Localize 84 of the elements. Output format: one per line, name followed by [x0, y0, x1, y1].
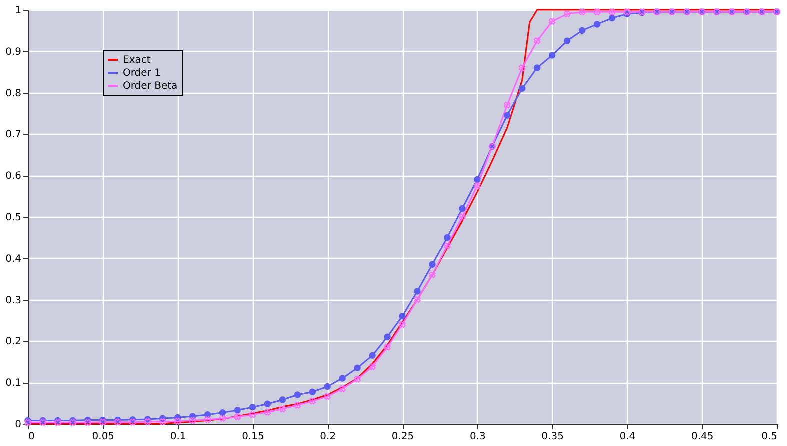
point: [234, 414, 242, 420]
point: [608, 8, 616, 16]
point: [339, 375, 346, 382]
point: [504, 102, 511, 109]
legend-label: Exact: [123, 55, 151, 66]
point: [354, 376, 361, 383]
x-tick-label: 0.5: [762, 432, 778, 442]
x-tick-label: 0.45: [691, 432, 714, 442]
x-tick-label: 0.25: [392, 432, 414, 442]
point: [324, 393, 332, 400]
point: [384, 344, 391, 351]
point: [414, 296, 421, 304]
point: [294, 392, 301, 398]
y-tick-label: 0.6: [6, 171, 22, 182]
point: [204, 416, 212, 424]
point: [399, 321, 406, 328]
y-tick-label: 0.7: [6, 130, 22, 141]
point: [84, 419, 92, 426]
point: [219, 415, 226, 422]
point: [548, 18, 556, 26]
point: [339, 385, 346, 392]
point: [429, 272, 436, 278]
y-tick-label: 0: [15, 420, 22, 430]
point: [564, 10, 571, 18]
point: [564, 38, 571, 44]
point: [594, 8, 601, 16]
point: [144, 418, 152, 426]
y-tick-label: 0.3: [6, 295, 22, 306]
y-tick-label: 1: [15, 6, 22, 16]
point: [518, 64, 526, 72]
y-tick-label: 0.4: [6, 254, 22, 265]
x-tick-label: 0.1: [170, 432, 186, 442]
point: [159, 418, 166, 426]
y-tick-label: 0.2: [6, 336, 22, 348]
y-tick-label: 0.8: [6, 88, 22, 100]
x-tick-label: 0.2: [320, 432, 336, 442]
legend-label: Order Beta: [123, 81, 178, 92]
point: [474, 176, 481, 184]
point: [594, 21, 601, 28]
point: [518, 85, 526, 92]
x-tick-label: 0.05: [92, 432, 115, 442]
point: [279, 406, 286, 413]
point: [354, 364, 361, 372]
y-tick-label: 0.9: [6, 46, 22, 58]
point: [324, 383, 331, 390]
point: [474, 182, 481, 190]
point: [578, 8, 586, 16]
x-tick-label: 0.3: [470, 432, 486, 442]
x-tick-label: 0: [28, 432, 35, 442]
y-tick-label: 0.1: [6, 378, 22, 390]
x-tick-label: 0.15: [242, 432, 264, 442]
point: [414, 288, 421, 295]
x-tick-label: 0.4: [620, 432, 636, 442]
point: [444, 234, 451, 242]
point: [174, 418, 182, 425]
point: [309, 388, 316, 396]
point: [249, 411, 256, 418]
point: [369, 352, 376, 360]
point: [234, 406, 242, 414]
point: [429, 261, 436, 268]
point: [504, 112, 511, 119]
point: [459, 205, 466, 212]
point: [548, 52, 556, 59]
point: [608, 14, 616, 22]
point: [279, 396, 286, 404]
point: [384, 334, 391, 340]
point: [264, 408, 272, 416]
point: [294, 402, 302, 409]
point: [399, 313, 406, 320]
legend-label: Order 1: [123, 68, 161, 79]
point: [534, 64, 541, 72]
point: [249, 404, 256, 411]
point: [309, 398, 316, 405]
point: [219, 409, 226, 416]
point: [444, 242, 451, 250]
y-tick-label: 0.5: [6, 212, 22, 224]
point: [578, 27, 586, 34]
point: [369, 363, 376, 370]
point: [534, 38, 541, 44]
point: [189, 417, 196, 424]
point: [129, 418, 136, 426]
point: [264, 400, 272, 408]
point: [458, 214, 466, 220]
x-tick-label: 0.35: [542, 432, 564, 442]
